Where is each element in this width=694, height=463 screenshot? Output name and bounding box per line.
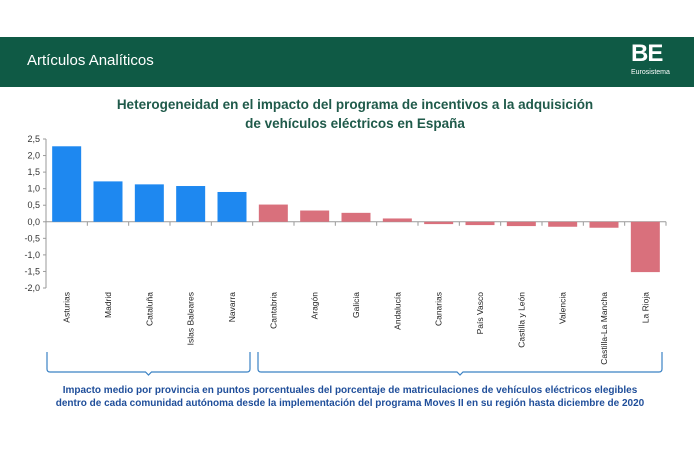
bar-asturias <box>52 146 82 222</box>
y-tick-label: -0,5 <box>24 233 40 243</box>
x-tick-label: País Vasco <box>475 292 485 335</box>
bar-andaluc-a <box>382 218 412 222</box>
top-blank-band <box>0 0 694 37</box>
logo-mark: BE <box>631 40 663 67</box>
x-tick-label: Asturias <box>62 292 72 323</box>
y-tick-label: -2,0 <box>24 283 40 293</box>
bar-pa-s-vasco <box>465 221 495 226</box>
bracket-other-group <box>257 352 663 376</box>
y-tick-label: 1,0 <box>27 184 40 194</box>
header-bar: Artículos Analíticos BE Eurosistema <box>0 37 694 87</box>
bar-catalu-a <box>134 184 164 222</box>
bar-arag-n <box>300 210 330 222</box>
footnote-line-1: Impacto medio por provincia en puntos po… <box>62 385 638 396</box>
brand-logo: BE Eurosistema <box>628 41 676 83</box>
chart-title-line-1: Heterogeneidad en el impacto del program… <box>116 97 594 112</box>
y-tick-label: 2,5 <box>27 134 40 144</box>
y-tick-label: 1,5 <box>27 167 40 177</box>
bar-castilla-la-mancha <box>589 221 619 228</box>
bracket-positive-group <box>46 352 251 376</box>
x-tick-label: Valencia <box>558 292 568 324</box>
chart-footnote: Impacto medio por provincia en puntos po… <box>20 384 680 410</box>
chart-title-line-2: de vehículos eléctricos en España <box>245 116 465 131</box>
x-tick-label: Canarias <box>434 292 444 326</box>
x-tick-label: Navarra <box>227 292 237 323</box>
footnote-line-2: dentro de cada comunidad autónoma desde … <box>55 398 645 409</box>
bar-madrid <box>93 181 123 222</box>
x-tick-label: Castilla-La Mancha <box>599 292 609 365</box>
x-tick-label: Cataluña <box>144 292 154 326</box>
bar-navarra <box>217 191 247 222</box>
bar-castilla-y-le-n <box>506 221 536 227</box>
bar-la-rioja <box>630 221 660 273</box>
y-tick-label: 0,0 <box>27 217 40 227</box>
x-tick-label: Madrid <box>103 292 113 318</box>
bar-islas-baleares <box>176 186 206 222</box>
y-tick-label: -1,0 <box>24 250 40 260</box>
x-tick-label: Andalucía <box>392 292 402 330</box>
x-tick-label: La Rioja <box>640 292 650 323</box>
x-tick-label: Cantabria <box>268 292 278 329</box>
section-title: Artículos Analíticos <box>27 52 154 69</box>
y-tick-label: 2,0 <box>27 151 40 161</box>
x-tick-label: Castilla y León <box>516 292 526 348</box>
bar-cantabria <box>258 204 288 222</box>
bar-valencia <box>548 221 578 227</box>
logo-subtitle: Eurosistema <box>631 69 670 76</box>
bar-canarias <box>424 221 454 225</box>
chart-title: Heterogeneidad en el impacto del program… <box>60 95 650 133</box>
y-tick-label: -1,5 <box>24 266 40 276</box>
x-tick-label: Aragón <box>310 292 320 320</box>
bar-galicia <box>341 212 371 222</box>
y-tick-label: 0,5 <box>27 200 40 210</box>
x-tick-label: Islas Baleares <box>186 292 196 345</box>
x-tick-label: Galicia <box>351 292 361 318</box>
